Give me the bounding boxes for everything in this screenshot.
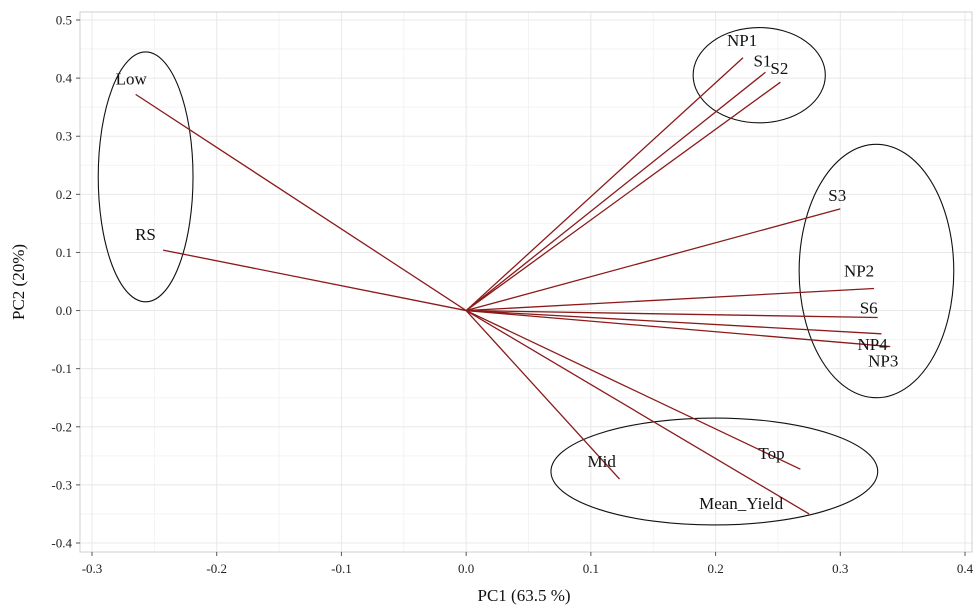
group-3-ellipse (798, 143, 955, 399)
vector-label-NP4: NP4 (857, 335, 888, 354)
y-tick-label: 0.4 (56, 71, 73, 86)
y-tick-label: 0.5 (56, 13, 72, 28)
vector-label-NP3: NP3 (868, 352, 898, 371)
y-tick-label: -0.3 (51, 477, 72, 492)
vector-Mean_Yield (465, 309, 810, 515)
x-tick-label: -0.3 (82, 561, 103, 576)
vector-NP4 (466, 309, 882, 335)
x-tick-label: 0.0 (458, 561, 474, 576)
vector-label-NP1: NP1 (727, 31, 757, 50)
vector-label-RS: RS (135, 225, 156, 244)
group-ellipses (97, 27, 955, 526)
vector-S1 (465, 71, 766, 312)
vector-label-Top: Top (758, 444, 784, 463)
vector-label-Low: Low (116, 69, 148, 88)
y-tick-label: 0.1 (56, 245, 72, 260)
vector-NP1 (465, 57, 744, 312)
y-tick-label: -0.1 (51, 361, 72, 376)
x-axis-title: PC1 (63.5 %) (477, 586, 570, 605)
vector-NP3 (466, 309, 891, 348)
group-4-ellipse (550, 417, 879, 526)
vector-Top (465, 309, 801, 470)
vector-RS (162, 249, 467, 312)
loading-vectors (135, 57, 891, 515)
y-tick-label: 0.2 (56, 187, 72, 202)
y-tick-label: -0.4 (51, 536, 72, 551)
plot-frame (79, 11, 973, 553)
y-axis-title: PC2 (20%) (9, 244, 28, 320)
x-tick-label: 0.2 (707, 561, 723, 576)
vector-S6 (466, 309, 878, 319)
y-tick-label: -0.2 (51, 419, 72, 434)
x-tick-label: 0.3 (832, 561, 848, 576)
group-1-ellipse (97, 51, 194, 303)
vector-label-S6: S6 (860, 299, 878, 318)
x-tick-label: 0.4 (957, 561, 974, 576)
vector-NP2 (466, 287, 874, 312)
x-tick-label: -0.2 (206, 561, 227, 576)
y-tick-label: 0.3 (56, 129, 72, 144)
vector-label-NP2: NP2 (844, 261, 874, 280)
vector-label-S1: S1 (753, 51, 771, 70)
vector-Low (135, 93, 467, 312)
group-2-ellipse (692, 27, 826, 124)
vector-Mid (465, 310, 621, 480)
vector-label-Mid: Mid (588, 452, 617, 471)
x-axis-ticks: -0.3 -0.2 -0.1 0.0 0.1 0.2 0.3 0.4 (82, 552, 974, 576)
vector-label-Mean_Yield: Mean_Yield (699, 494, 784, 513)
y-tick-label: 0.0 (56, 303, 72, 318)
x-tick-label: -0.1 (331, 561, 352, 576)
x-tick-label: 0.1 (583, 561, 599, 576)
y-axis-ticks: -0.4 -0.3 -0.2 -0.1 0.0 0.1 0.2 0.3 0.4 0.5 (51, 13, 80, 551)
vector-S2 (465, 81, 781, 312)
vector-S3 (465, 208, 841, 312)
vector-label-S3: S3 (828, 186, 846, 205)
vector-label-S2: S2 (770, 59, 788, 78)
